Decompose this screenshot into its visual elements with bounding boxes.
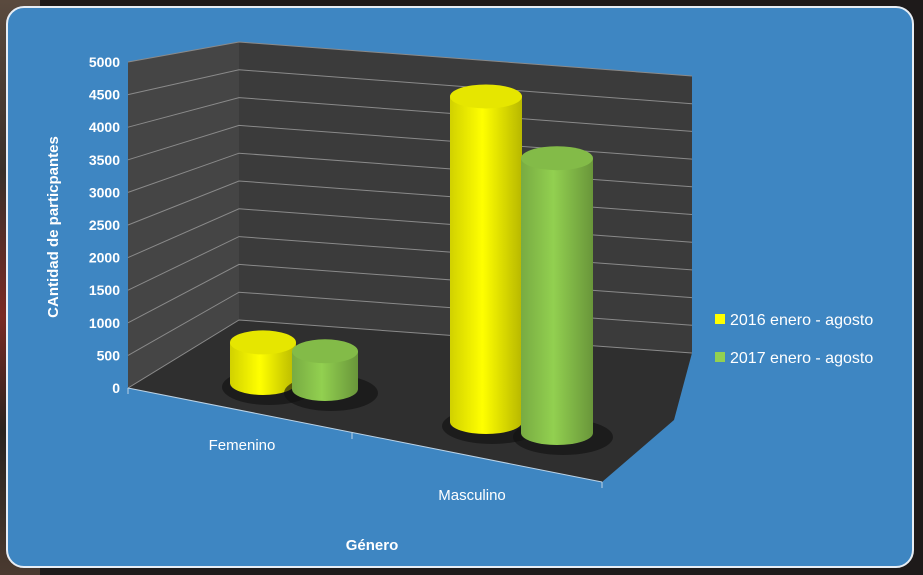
- y-tick-label: 2000: [89, 250, 120, 266]
- bar-chart-3d: 0 500 1000 1500 2000 2500 3000 3500 4000 4500 5000…: [45, 41, 873, 554]
- bar-body: [521, 158, 593, 445]
- y-axis-title: CAntidad de particpantes: [45, 136, 62, 318]
- x-category-label: Femenino: [209, 437, 276, 454]
- gridline: [127, 69, 693, 105]
- x-axis-title: Género: [346, 537, 399, 554]
- y-tick-label: 0: [112, 380, 120, 396]
- y-tick-label: 1000: [89, 315, 120, 331]
- legend: 2016 enero - agosto 2017 enero - agosto: [715, 312, 873, 367]
- legend-label: 2016 enero - agosto: [730, 312, 873, 329]
- bar-body: [292, 351, 358, 401]
- y-tick-label: 4000: [89, 119, 120, 135]
- bar-top: [521, 146, 593, 171]
- x-category-label: Masculino: [438, 487, 506, 504]
- y-tick-label: 3000: [89, 184, 120, 200]
- legend-label: 2017 enero - agosto: [730, 350, 873, 367]
- bar-top: [230, 330, 296, 355]
- y-tick-label: 5000: [89, 54, 120, 70]
- bar-top: [292, 339, 358, 364]
- y-tick-label: 3500: [89, 152, 120, 168]
- bar-cylinder: [284, 339, 378, 411]
- y-tick-label: 500: [97, 347, 121, 363]
- bar-body: [230, 342, 296, 395]
- bar-body: [450, 96, 522, 434]
- x-axis-line: [127, 387, 603, 483]
- chart-walls: [128, 42, 692, 482]
- bars: [222, 84, 613, 455]
- gridline: [127, 41, 693, 77]
- y-axis-ticks: 0 500 1000 1500 2000 2500 3000 3500 4000 4500 5000: [89, 54, 120, 396]
- y-tick-label: 2500: [89, 217, 120, 233]
- bar-cylinder: [513, 146, 613, 455]
- y-tick-label: 1500: [89, 282, 120, 298]
- chart-panel: 0 500 1000 1500 2000 2500 3000 3500 4000 4500 5000…: [6, 6, 914, 568]
- y-tick-label: 4500: [89, 87, 120, 103]
- x-axis-categories: Femenino Masculino: [127, 387, 603, 504]
- legend-swatch: [715, 314, 725, 324]
- side-wall: [128, 42, 239, 388]
- bar-top: [450, 84, 522, 109]
- gridline: [127, 97, 693, 132]
- legend-swatch: [715, 352, 725, 362]
